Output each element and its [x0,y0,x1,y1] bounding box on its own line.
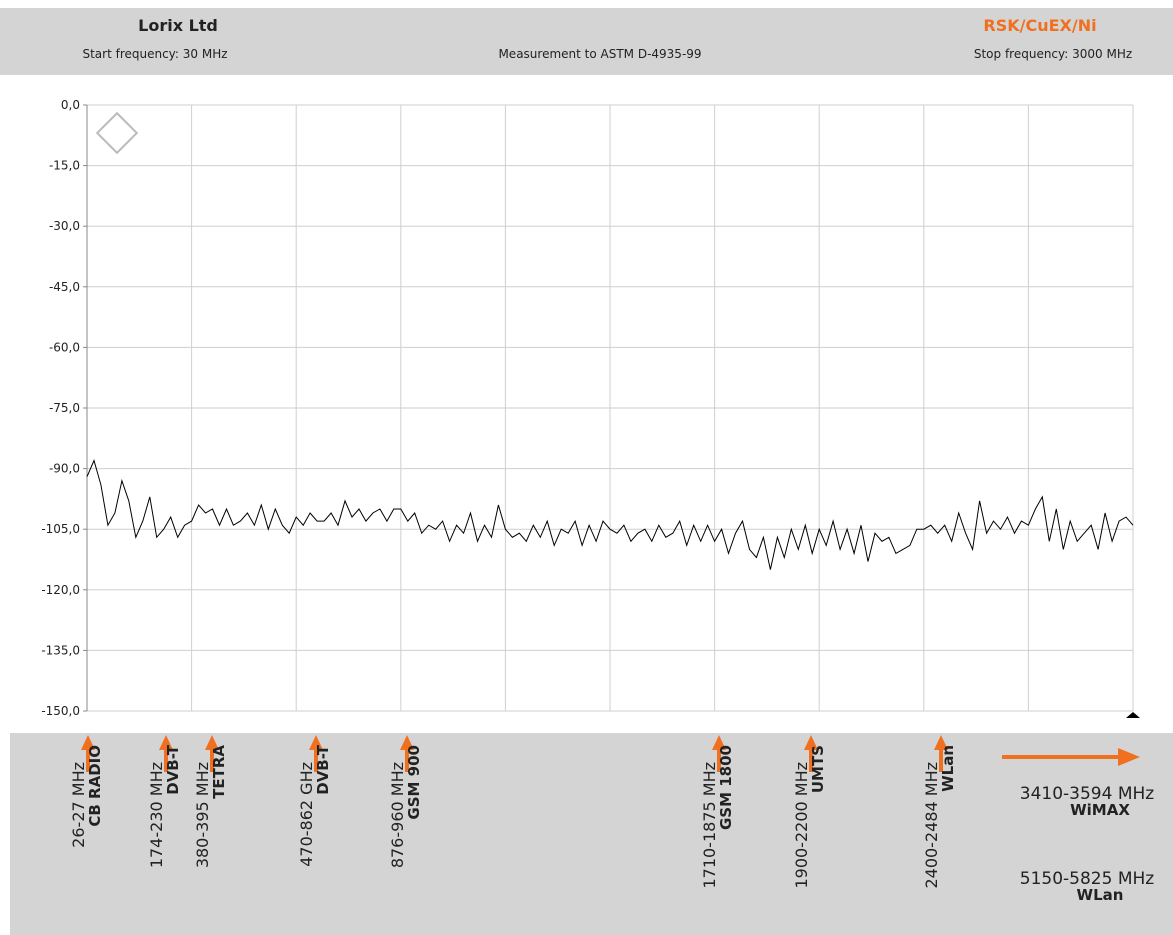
y-tick-label: -45,0 [49,280,80,294]
band-arrow-head [712,735,726,750]
y-tick-label: -75,0 [49,401,80,415]
y-tick-label: -150,0 [41,704,80,718]
logo [95,111,139,155]
y-tick-label: 0,0 [61,98,80,112]
band-range: 1710-1875 MHz [700,762,719,889]
band-arrow-head [400,735,414,750]
corner-marker [1126,712,1140,718]
y-tick-label: -60,0 [49,340,80,354]
stop-frequency: Stop frequency: 3000 MHz [974,47,1132,61]
band-range: 380-395 MHz [193,762,212,868]
method: Measurement to ASTM D-4935-99 [498,47,701,61]
band-arrow-head [205,735,219,750]
sample: RSK/CuEX/Ni [983,16,1096,35]
beyond-range: 3410-3594 MHz [1020,784,1155,804]
band-name: CB RADIO [86,745,104,827]
beyond-name: WLan [1077,886,1124,904]
band-range: 2400-2484 MHz [922,762,941,889]
beyond-range: 5150-5825 MHz [1020,869,1155,889]
y-tick-label: -120,0 [41,583,80,597]
band-range: 876-960 MHz [388,762,407,868]
band-arrow-head [159,735,173,750]
band-arrow-head [81,735,95,750]
band-range: 470-862 GHz [297,762,316,867]
y-tick-label: -105,0 [41,522,80,536]
band-name: UMTS [809,745,827,793]
y-tick-label: -15,0 [49,159,80,173]
start-frequency: Start frequency: 30 MHz [82,47,227,61]
beyond-name: WiMAX [1070,801,1130,819]
band-name: TETRA [210,745,228,799]
band-area [10,733,1173,935]
logo-box [95,111,139,155]
band-arrow-head [934,735,948,750]
trace [86,459,1134,570]
band-range: 1900-2200 MHz [792,762,811,889]
band-name: DVB-T [314,744,332,795]
arrow-head [1118,748,1140,766]
band-name: DVB-T [164,744,182,795]
y-tick-label: -30,0 [49,219,80,233]
band-arrow-head [309,735,323,750]
band-arrow-head [804,735,818,750]
y-tick-label: -135,0 [41,643,80,657]
band-name: GSM 900 [405,745,423,820]
band-name: WLan [939,745,957,792]
header-band [0,8,1173,75]
band-name: GSM 1800 [717,745,735,830]
y-tick-label: -90,0 [49,462,80,476]
company: Lorix Ltd [138,16,218,35]
band-range: 174-230 MHz [147,762,166,868]
band-range: 26-27 MHz [69,762,88,848]
